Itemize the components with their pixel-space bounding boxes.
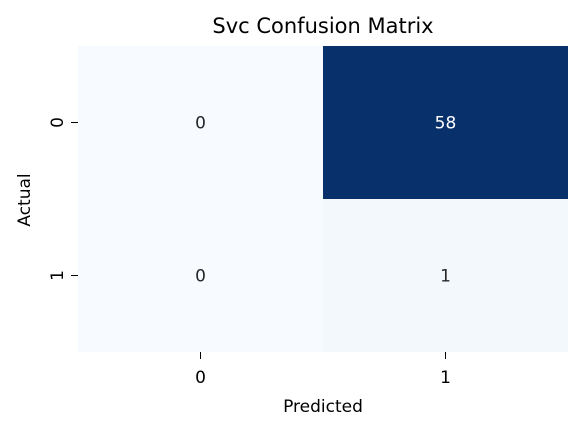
- cell-value-label-0-0: 0: [195, 114, 206, 134]
- heatmap-cell-0-0: [78, 46, 323, 199]
- heatmap-cell-1-0: [78, 199, 323, 352]
- chart-title: Svc Confusion Matrix: [212, 14, 433, 38]
- x-axis-label: Predicted: [283, 397, 363, 417]
- heatmap-cell-0-1: [323, 46, 568, 199]
- heatmap-cell-1-1: [323, 199, 568, 352]
- y-tick-label: 0: [48, 117, 68, 128]
- cell-value-label-1-0: 0: [195, 267, 206, 287]
- x-tick-label: 0: [195, 368, 206, 388]
- y-axis-ticks: 01: [48, 117, 78, 281]
- x-tick-label: 1: [440, 368, 451, 388]
- cell-value-label-0-1: 58: [435, 114, 457, 134]
- y-axis-label: Actual: [15, 173, 35, 226]
- cell-value-label-1-1: 1: [440, 267, 451, 287]
- y-tick-label: 1: [48, 270, 68, 281]
- heatmap-cells: 0 58 0 1: [78, 46, 568, 352]
